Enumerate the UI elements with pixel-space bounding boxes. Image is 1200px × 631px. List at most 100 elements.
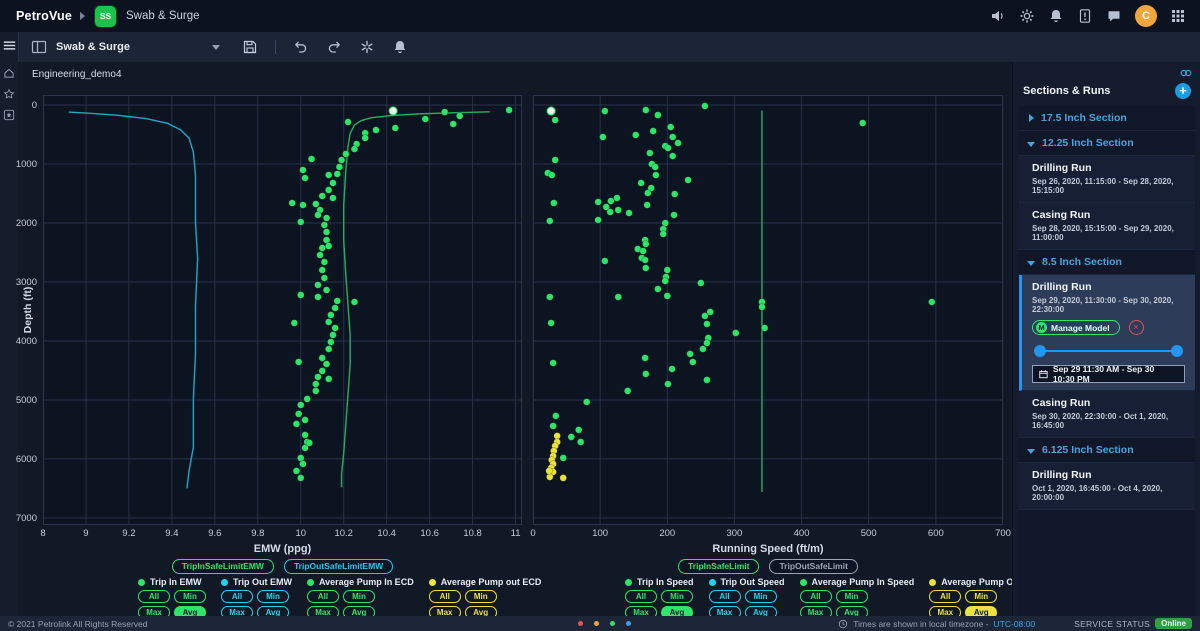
emw-chart[interactable]: 899.29.49.69.81010.210.410.610.811010002…: [43, 95, 522, 525]
data-point: [297, 292, 304, 299]
slider-handle-start[interactable]: [1034, 345, 1046, 357]
notifications-bell-icon[interactable]: [1048, 8, 1064, 24]
legend-filter-button-all[interactable]: All: [429, 590, 461, 603]
data-point: [293, 421, 300, 428]
emw-vs-depth-plot[interactable]: [43, 95, 522, 525]
data-point: [392, 125, 399, 132]
undo-icon[interactable]: [293, 39, 309, 55]
data-point: [323, 215, 330, 222]
legend-filter-button-min[interactable]: Min: [174, 590, 206, 603]
data-point: [652, 172, 659, 179]
data-point: [583, 399, 590, 406]
data-point: [351, 299, 358, 306]
caret-right-icon[interactable]: [1029, 114, 1034, 122]
section-row[interactable]: 12.25 Inch Section: [1019, 131, 1195, 156]
legend-filter-button-all[interactable]: All: [800, 590, 832, 603]
legend-filter-button-all[interactable]: All: [138, 590, 170, 603]
run-row[interactable]: Drilling RunOct 1, 2020, 16:45:00 - Oct …: [1019, 463, 1195, 510]
run-row[interactable]: Casing RunSep 30, 2020, 22:30:00 - Oct 1…: [1019, 391, 1195, 438]
section-row[interactable]: 6.125 Inch Section: [1019, 438, 1195, 463]
legend-filter-button-all[interactable]: All: [307, 590, 339, 603]
user-avatar[interactable]: C: [1135, 5, 1157, 27]
data-point: [550, 423, 557, 430]
section-row[interactable]: 8.5 Inch Section: [1019, 250, 1195, 275]
safe-limit-pill[interactable]: TripInSafeLimitEMW: [172, 559, 274, 574]
safe-limit-pill[interactable]: TripOutSafeLimit: [769, 559, 857, 574]
data-point: [389, 107, 397, 115]
safe-limit-pill[interactable]: TripOutSafeLimitEMW: [284, 559, 393, 574]
data-point: [644, 202, 651, 209]
emw-legend: Trip In EMWAllMinMaxAvgTrip Out EMWAllMi…: [138, 577, 541, 619]
legend-filter-button-all[interactable]: All: [221, 590, 253, 603]
caret-down-icon[interactable]: [1027, 142, 1035, 147]
run-row[interactable]: Drilling RunSep 29, 2020, 11:30:00 - Sep…: [1019, 275, 1195, 391]
app-badge[interactable]: SS: [95, 6, 116, 27]
data-point: [319, 245, 326, 252]
alerts-bell-icon[interactable]: [392, 39, 408, 55]
data-point: [317, 252, 324, 259]
legend-filter-button-all[interactable]: All: [709, 590, 741, 603]
manage-model-button[interactable]: MManage Model: [1032, 320, 1120, 335]
data-point: [295, 359, 302, 366]
x-tick-label: 9.4: [155, 528, 189, 539]
link-icon[interactable]: [1179, 66, 1193, 80]
data-point: [595, 217, 602, 224]
legend-filter-button-all[interactable]: All: [625, 590, 657, 603]
date-range-input[interactable]: Sep 29 11:30 AM - Sep 30 10:30 PM: [1032, 365, 1185, 383]
panel-title: Engineering_demo4: [32, 69, 122, 80]
running-speed-chart[interactable]: 0100200300400500600700: [533, 95, 1003, 525]
timezone-note: Times are shown in local timezone -: [853, 619, 988, 629]
run-dates: Sep 29, 2020, 11:30:00 - Sep 30, 2020, 2…: [1032, 296, 1185, 314]
data-point: [338, 157, 345, 164]
run-row[interactable]: Drilling RunSep 26, 2020, 11:15:00 - Sep…: [1019, 156, 1195, 203]
legend-filter-button-min[interactable]: Min: [661, 590, 693, 603]
settings-gear-icon[interactable]: [1019, 8, 1035, 24]
redo-icon[interactable]: [326, 39, 342, 55]
calendar-icon: [1039, 369, 1048, 379]
volume-icon[interactable]: [990, 8, 1006, 24]
home-icon[interactable]: [3, 67, 15, 79]
data-point: [652, 164, 659, 171]
running-speed-vs-depth-plot[interactable]: [533, 95, 1003, 525]
menu-icon[interactable]: [3, 39, 16, 52]
x-tick-label: 100: [583, 528, 617, 539]
y-tick-label: 6000: [7, 454, 37, 465]
legend-filter-button-min[interactable]: Min: [257, 590, 289, 603]
legend-filter-button-min[interactable]: Min: [343, 590, 375, 603]
data-point: [323, 287, 330, 294]
run-row[interactable]: Casing RunSep 28, 2020, 15:15:00 - Sep 2…: [1019, 203, 1195, 250]
data-point: [334, 298, 341, 305]
data-point: [334, 171, 341, 178]
legend-filter-button-min[interactable]: Min: [745, 590, 777, 603]
data-point: [302, 175, 309, 182]
legend-filter-button-min[interactable]: Min: [465, 590, 497, 603]
caret-down-icon[interactable]: [1027, 261, 1035, 266]
sections-runs-list: 17.5 Inch Section12.25 Inch SectionDrill…: [1019, 106, 1195, 616]
legend-filter-button-min[interactable]: Min: [965, 590, 997, 603]
data-point: [312, 201, 319, 208]
data-point: [456, 113, 463, 120]
legend-filter-button-min[interactable]: Min: [836, 590, 868, 603]
data-point: [330, 332, 337, 339]
data-point: [665, 145, 672, 152]
star-icon[interactable]: [3, 88, 15, 100]
slider-handle-end[interactable]: [1171, 345, 1183, 357]
safe-limit-pill[interactable]: TripInSafeLimit: [678, 559, 759, 574]
series-line: [342, 112, 490, 487]
save-icon[interactable]: [242, 39, 258, 55]
apps-grid-icon[interactable]: [1170, 8, 1186, 24]
legend-filter-button-all[interactable]: All: [929, 590, 961, 603]
caret-down-icon[interactable]: [1027, 449, 1035, 454]
view-dropdown-caret-icon[interactable]: [212, 45, 220, 50]
chat-icon[interactable]: [1106, 8, 1122, 24]
add-section-button[interactable]: +: [1175, 83, 1191, 99]
remove-run-button[interactable]: ×: [1129, 320, 1144, 335]
report-issue-icon[interactable]: [1077, 8, 1093, 24]
section-row[interactable]: 17.5 Inch Section: [1019, 106, 1195, 131]
sparkle-icon[interactable]: [359, 39, 375, 55]
brand-logo[interactable]: PetroVue: [16, 9, 72, 23]
data-point: [321, 222, 328, 229]
data-point: [300, 461, 307, 468]
time-range-slider[interactable]: [1034, 344, 1183, 358]
timezone-value[interactable]: UTC-08:00: [994, 619, 1036, 629]
